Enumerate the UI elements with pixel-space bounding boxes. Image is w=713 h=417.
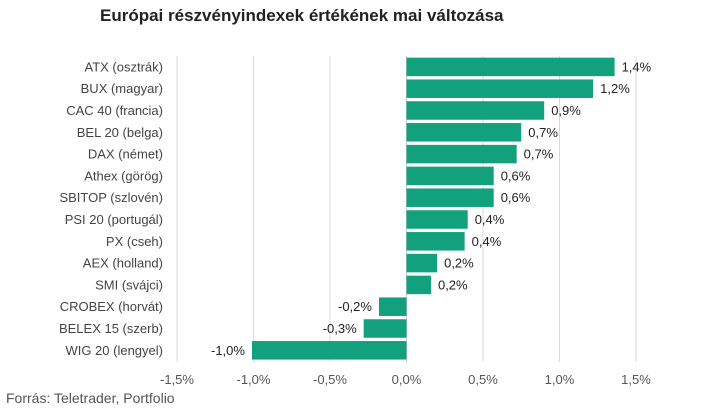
value-label: 1,2% xyxy=(600,81,630,96)
bar xyxy=(406,57,615,77)
value-label: -0,3% xyxy=(323,321,357,336)
value-label: 0,4% xyxy=(475,212,505,227)
category-labels: ATX (osztrák) BUX (magyar) CAC 40 (francia… xyxy=(59,59,163,357)
bar xyxy=(363,319,407,338)
value-label: 0,4% xyxy=(472,234,502,249)
bar xyxy=(251,341,407,360)
category-label: SBITOP (szlovén) xyxy=(59,190,163,205)
x-tick-label: 0,5% xyxy=(468,372,498,387)
x-axis-ticks: -1,5% -1,0% -0,5% 0,0% 0,5% 1,0% 1,5% xyxy=(160,372,651,387)
value-label: 1,4% xyxy=(622,59,652,74)
x-tick-label: 0,0% xyxy=(392,372,422,387)
bars xyxy=(251,57,615,360)
bar xyxy=(406,79,594,98)
category-label: ATX (osztrák) xyxy=(85,59,164,74)
category-label: BUX (magyar) xyxy=(81,81,163,96)
value-label: -1,0% xyxy=(211,343,245,358)
category-label: Athex (görög) xyxy=(84,168,163,183)
value-label: 0,6% xyxy=(501,190,531,205)
category-label: PX (cseh) xyxy=(106,234,163,249)
x-tick-label: -0,5% xyxy=(313,372,347,387)
bar xyxy=(378,297,407,316)
x-tick-label: 1,5% xyxy=(621,372,651,387)
bar xyxy=(406,101,545,120)
category-label: CROBEX (horvát) xyxy=(60,299,163,314)
value-label: 0,7% xyxy=(528,125,558,140)
bar xyxy=(406,188,494,207)
bar xyxy=(406,144,517,164)
bar xyxy=(406,210,468,229)
value-label: 0,6% xyxy=(501,168,531,183)
chart-title: Európai részvényindexek értékének mai vá… xyxy=(100,6,504,25)
bar xyxy=(406,166,494,186)
x-tick-label: -1,5% xyxy=(160,372,194,387)
bar xyxy=(406,232,465,251)
x-tick-label: -1,0% xyxy=(237,372,271,387)
bar xyxy=(406,123,522,142)
value-label: 0,9% xyxy=(551,103,581,118)
bar xyxy=(406,275,431,295)
category-label: AEX (holland) xyxy=(83,256,163,271)
category-label: BEL 20 (belga) xyxy=(77,125,163,140)
category-label: DAX (német) xyxy=(88,147,163,162)
category-label: PSI 20 (portugál) xyxy=(65,212,163,227)
category-label: CAC 40 (francia) xyxy=(66,103,163,118)
value-label: -0,2% xyxy=(338,299,372,314)
value-label: 0,2% xyxy=(444,256,474,271)
value-label: 0,2% xyxy=(438,277,468,292)
category-label: WIG 20 (lengyel) xyxy=(65,343,163,358)
category-label: BELEX 15 (szerb) xyxy=(59,321,163,336)
source-note: Forrás: Teletrader, Portfolio xyxy=(6,390,175,406)
x-tick-label: 1,0% xyxy=(545,372,575,387)
value-labels: 1,4% 1,2% 0,9% 0,7% 0,7% 0,6% 0,6% 0,4% 0,4% 0,2%… xyxy=(211,59,652,357)
value-label: 0,7% xyxy=(524,147,554,162)
bar xyxy=(406,253,438,273)
category-label: SMI (svájci) xyxy=(95,277,163,292)
